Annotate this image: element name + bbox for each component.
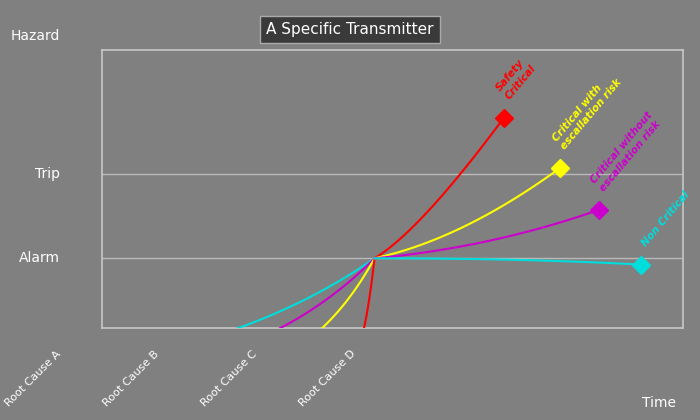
Text: Trip: Trip — [34, 167, 60, 181]
Text: Alarm: Alarm — [18, 251, 60, 265]
Text: Root Cause B: Root Cause B — [102, 349, 161, 408]
Text: Root Cause D: Root Cause D — [297, 349, 357, 409]
Text: Critical without
escallation risk: Critical without escallation risk — [589, 110, 664, 193]
Text: Root Cause C: Root Cause C — [199, 349, 259, 408]
Text: Root Cause A: Root Cause A — [4, 349, 63, 408]
Text: Hazard: Hazard — [10, 29, 60, 43]
Text: Time: Time — [641, 396, 676, 410]
Text: A Specific Transmitter: A Specific Transmitter — [266, 22, 434, 37]
Text: Safety
Critical: Safety Critical — [494, 55, 538, 101]
Text: Critical with
escallation risk: Critical with escallation risk — [550, 70, 624, 151]
Text: Non Critical: Non Critical — [640, 189, 692, 248]
